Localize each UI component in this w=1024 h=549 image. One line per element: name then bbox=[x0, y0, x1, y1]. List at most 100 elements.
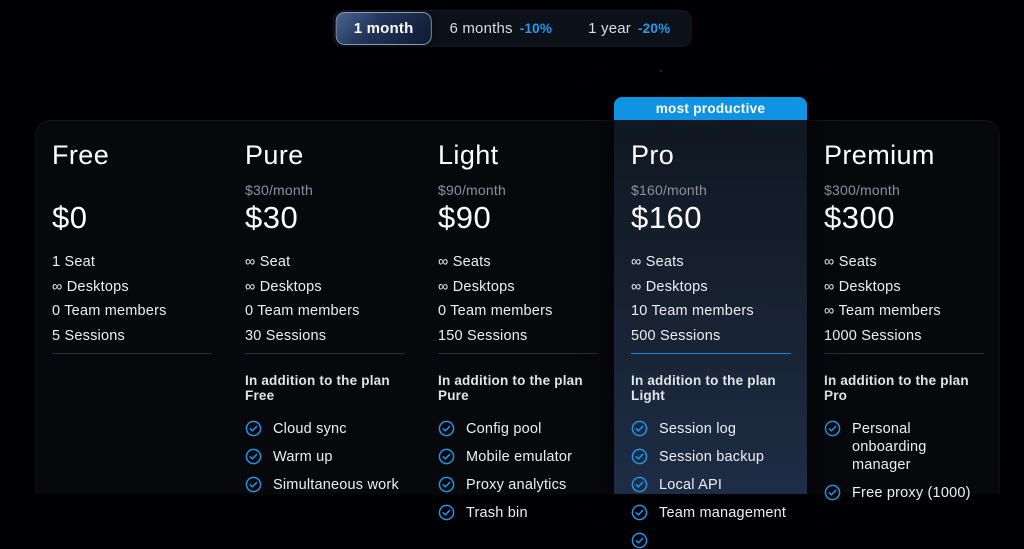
plan-price: $300 bbox=[824, 200, 895, 235]
pricing-card: Free $0 1 Seat ∞ Desktops 0 Team members 5 … bbox=[35, 97, 1000, 549]
star-dot bbox=[660, 70, 662, 72]
feature-item: ∞ Desktops bbox=[824, 278, 901, 295]
addon-list: Session log Session backup Local API Team m… bbox=[631, 420, 791, 549]
feature-item: ∞ Team members bbox=[824, 303, 941, 319]
feature-item: 500 Sessions bbox=[631, 327, 721, 344]
addon-label: Session backup bbox=[659, 449, 765, 465]
feature-item: ∞ Seat bbox=[245, 254, 291, 270]
addition-title: In addition to the plan Pro bbox=[824, 373, 969, 403]
plan-price: $30 bbox=[245, 200, 299, 235]
addon-label: Session log bbox=[659, 421, 737, 437]
check-circle-icon bbox=[438, 448, 455, 465]
addon-label: Personal onboarding manager bbox=[852, 421, 927, 473]
badge-label: most productive bbox=[655, 101, 766, 116]
addon-label: Simultaneous work bbox=[273, 477, 399, 493]
feature-item: ∞ Desktops bbox=[52, 278, 129, 295]
addon-label: Mobile emulator bbox=[466, 449, 573, 465]
plan-body: Pro $160/month $160 ∞ Seats ∞ Desktops 10 … bbox=[631, 120, 791, 549]
check-circle-icon bbox=[245, 420, 262, 437]
plan-monthly-price: $160/month bbox=[631, 182, 707, 198]
feature-item: ∞ Desktops bbox=[438, 278, 515, 295]
addon-label: Config pool bbox=[466, 421, 542, 437]
feature-list: 1 Seat ∞ Desktops 0 Team members 5 Sessions bbox=[52, 255, 212, 344]
addon-item: Trash bin bbox=[438, 504, 598, 522]
addon-item: Free proxy (1000) bbox=[824, 484, 984, 502]
addon-list: Cloud sync Warm up Simultaneous work bbox=[245, 420, 405, 494]
plan-name: Light bbox=[438, 140, 499, 170]
period-option-1-year[interactable]: 1 year -20% bbox=[571, 13, 687, 44]
period-label: 1 month bbox=[353, 20, 414, 37]
check-circle-icon bbox=[631, 532, 648, 549]
addon-item: Mobile emulator bbox=[438, 448, 598, 466]
check-circle-icon bbox=[245, 448, 262, 465]
plan-column: Free $0 1 Seat ∞ Desktops 0 Team members 5 … bbox=[35, 120, 228, 494]
plan-column: Pure $30/month $30 ∞ Seat ∞ Desktops 0 Tea… bbox=[228, 120, 421, 494]
addon-item: Config pool bbox=[438, 420, 598, 438]
feature-item: 30 Sessions bbox=[245, 327, 327, 344]
check-circle-icon bbox=[438, 504, 455, 521]
feature-item: 0 Team members bbox=[438, 303, 553, 319]
check-circle-icon bbox=[631, 448, 648, 465]
plan-monthly-price bbox=[52, 182, 212, 199]
feature-item: 0 Team members bbox=[52, 303, 167, 319]
feature-list: ∞ Seats ∞ Desktops 0 Team members 150 Sessi… bbox=[438, 255, 598, 344]
period-option-6-months[interactable]: 6 months -10% bbox=[432, 13, 569, 44]
addon-label: Warm up bbox=[273, 449, 333, 465]
plan-body: Premium $300/month $300 ∞ Seats ∞ Desktop… bbox=[824, 120, 984, 502]
plan-name: Pure bbox=[245, 140, 304, 170]
plan-monthly-price: $30/month bbox=[245, 182, 313, 198]
feature-item: 1 Seat bbox=[52, 254, 96, 270]
addon-item: Proxy analytics bbox=[438, 476, 598, 494]
plan-name: Pro bbox=[631, 140, 675, 170]
plan-monthly-price: $90/month bbox=[438, 182, 506, 198]
addon-item: Session backup bbox=[631, 448, 791, 466]
check-circle-icon bbox=[438, 476, 455, 493]
most-productive-badge: most productive bbox=[614, 97, 807, 120]
addon-item: Local API bbox=[631, 476, 791, 494]
period-option-1-month[interactable]: 1 month bbox=[336, 13, 431, 44]
discount-label: -10% bbox=[519, 21, 553, 36]
plan-price: $0 bbox=[52, 200, 88, 235]
feature-item: 1000 Sessions bbox=[824, 327, 922, 344]
addon-label: Cloud sync bbox=[273, 421, 347, 437]
plan-body: Pure $30/month $30 ∞ Seat ∞ Desktops 0 Tea… bbox=[245, 120, 405, 494]
check-circle-icon bbox=[824, 484, 841, 501]
addon-item: Personal onboarding manager bbox=[824, 420, 984, 474]
divider bbox=[631, 353, 791, 354]
feature-item: 10 Team members bbox=[631, 303, 754, 319]
check-circle-icon bbox=[438, 420, 455, 437]
plan-body: Light $90/month $90 ∞ Seats ∞ Desktops 0 T… bbox=[438, 120, 598, 522]
addon-label: Local API bbox=[659, 477, 723, 493]
addon-label: Free proxy (1000) bbox=[852, 485, 971, 501]
check-circle-icon bbox=[631, 420, 648, 437]
addon-item bbox=[631, 532, 791, 549]
divider bbox=[438, 353, 598, 354]
period-label: 6 months bbox=[449, 20, 513, 37]
feature-item: ∞ Desktops bbox=[245, 278, 322, 295]
plan-price: $90 bbox=[438, 200, 492, 235]
feature-item: ∞ Seats bbox=[824, 254, 877, 270]
addon-item: Cloud sync bbox=[245, 420, 405, 438]
plan-column: most productive Pro $160/month $160 ∞ Se… bbox=[614, 97, 807, 549]
check-circle-icon bbox=[631, 476, 648, 493]
addon-label: Proxy analytics bbox=[466, 477, 567, 493]
plan-price: $160 bbox=[631, 200, 702, 235]
addition-title: In addition to the plan Light bbox=[631, 373, 776, 403]
plan-column: Light $90/month $90 ∞ Seats ∞ Desktops 0 T… bbox=[421, 120, 614, 521]
addon-item: Session log bbox=[631, 420, 791, 438]
divider bbox=[52, 353, 212, 354]
addon-label: Trash bin bbox=[466, 505, 528, 521]
plan-column: Premium $300/month $300 ∞ Seats ∞ Desktop… bbox=[807, 120, 1000, 501]
feature-item: ∞ Seats bbox=[631, 254, 684, 270]
addon-item: Simultaneous work bbox=[245, 476, 405, 494]
addon-list: Personal onboarding manager Free proxy (1… bbox=[824, 420, 984, 502]
check-circle-icon bbox=[631, 504, 648, 521]
addon-item: Team management bbox=[631, 504, 791, 522]
addon-label: Team management bbox=[659, 505, 787, 521]
discount-label: -20% bbox=[637, 21, 671, 36]
plan-monthly-price: $300/month bbox=[824, 182, 900, 198]
period-label: 1 year bbox=[588, 20, 631, 37]
divider bbox=[824, 353, 984, 354]
feature-item: 5 Sessions bbox=[52, 327, 125, 344]
feature-list: ∞ Seat ∞ Desktops 0 Team members 30 Session… bbox=[245, 255, 405, 344]
